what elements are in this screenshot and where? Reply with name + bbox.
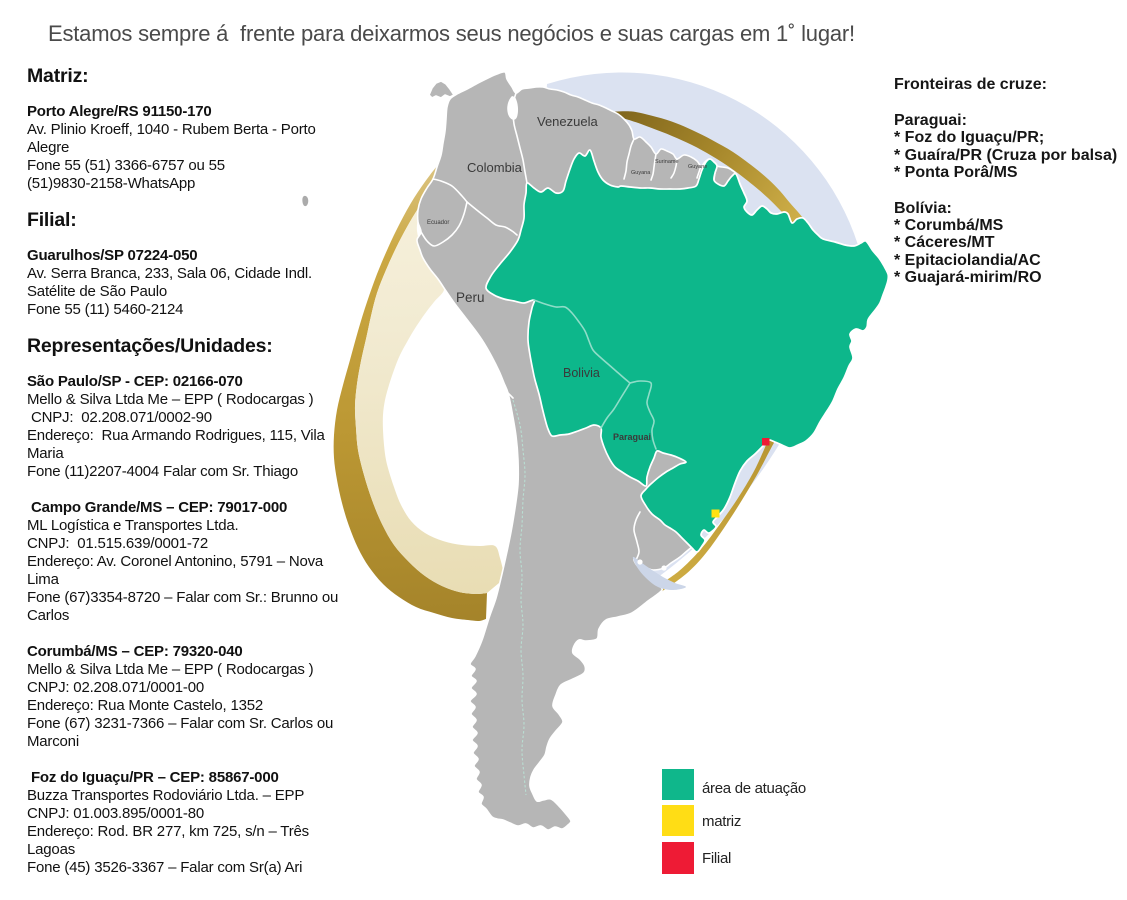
svg-text:Guyane: Guyane (688, 164, 707, 170)
svg-text:Peru: Peru (456, 290, 485, 305)
svg-text:Ecuador: Ecuador (427, 220, 449, 226)
svg-text:Suriname: Suriname (655, 159, 679, 165)
svg-text:Bolivia: Bolivia (563, 366, 600, 380)
svg-text:Colombia: Colombia (467, 160, 523, 175)
svg-text:Venezuela: Venezuela (537, 114, 598, 129)
svg-text:Paraguai: Paraguai (613, 432, 651, 442)
svg-text:Guyana: Guyana (631, 170, 651, 176)
